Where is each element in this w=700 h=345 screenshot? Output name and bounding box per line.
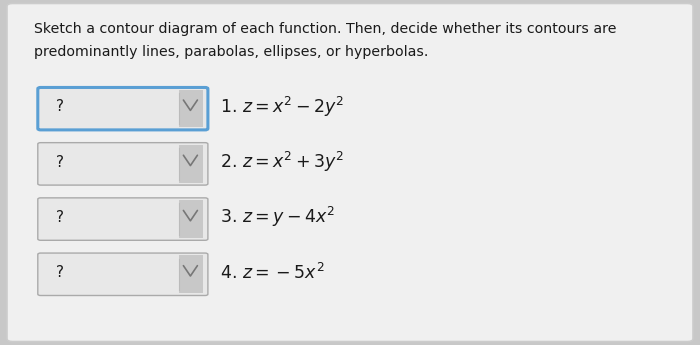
Bar	[178, 255, 203, 293]
FancyBboxPatch shape	[7, 3, 693, 342]
FancyBboxPatch shape	[38, 198, 208, 240]
Text: ?: ?	[56, 210, 64, 225]
Text: 4. $z = -5x^2$: 4. $z = -5x^2$	[220, 263, 325, 283]
Text: 3. $z = y - 4x^2$: 3. $z = y - 4x^2$	[220, 205, 335, 229]
Bar	[178, 90, 203, 127]
Text: predominantly lines, parabolas, ellipses, or hyperbolas.: predominantly lines, parabolas, ellipses…	[34, 45, 428, 59]
Text: ?: ?	[56, 155, 64, 170]
FancyBboxPatch shape	[38, 253, 208, 295]
Text: 2. $z = x^2 + 3y^2$: 2. $z = x^2 + 3y^2$	[220, 150, 344, 174]
FancyBboxPatch shape	[38, 143, 208, 185]
Bar	[178, 200, 203, 238]
Text: ?: ?	[56, 99, 64, 115]
FancyBboxPatch shape	[38, 87, 208, 130]
Text: 1. $z = x^2 - 2y^2$: 1. $z = x^2 - 2y^2$	[220, 95, 344, 119]
Text: ?: ?	[56, 265, 64, 280]
Bar	[178, 145, 203, 183]
Text: Sketch a contour diagram of each function. Then, decide whether its contours are: Sketch a contour diagram of each functio…	[34, 22, 616, 37]
